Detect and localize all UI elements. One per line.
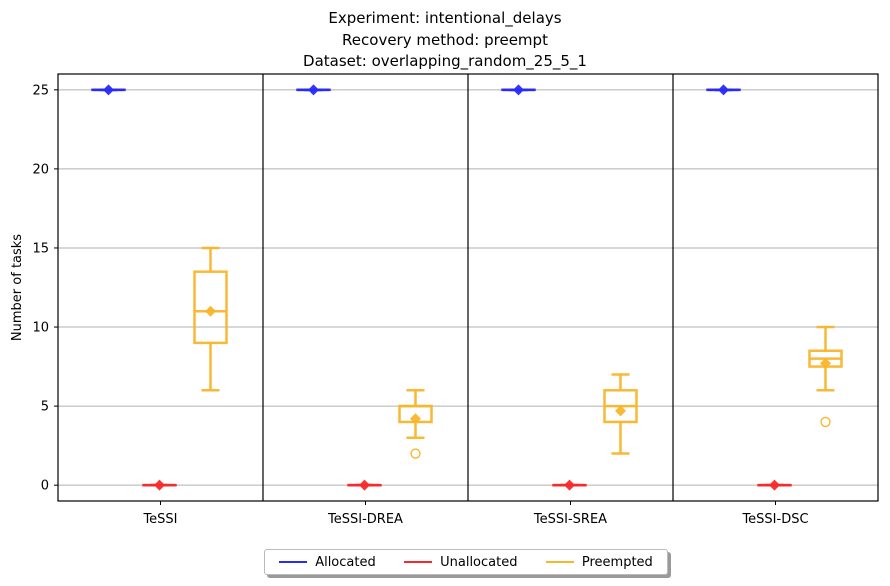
x-tick-label: TeSSI-DREA [327, 512, 403, 527]
legend-item-allocated: Allocated [279, 555, 376, 570]
legend-item-unallocated: Unallocated [404, 555, 517, 570]
mean-marker-preempted-tessi-srea [615, 405, 626, 417]
legend-label-preempted: Preempted [581, 554, 653, 570]
y-axis-label: Number of tasks [10, 234, 25, 341]
mean-marker-unallocated-tessi-drea [359, 479, 370, 491]
x-tick-label: TeSSI-SREA [533, 512, 607, 527]
legend-swatch-unallocated [404, 561, 433, 563]
x-tick-label: TeSSI [142, 512, 177, 527]
y-tick-label: 25 [32, 83, 49, 98]
legend-item-preempted: Preempted [545, 554, 653, 570]
chart-legend: Allocated Unallocated Preempted [264, 549, 668, 575]
y-tick-label: 5 [41, 400, 49, 415]
chart-title-line-3: Dataset: overlapping_random_25_5_1 [303, 52, 587, 70]
legend-label-unallocated: Unallocated [440, 554, 518, 570]
box-plot-chart: 0 5 10 15 20 25 Number of tasks TeSSI TeSSI-DREA… [10, 73, 879, 527]
chart-title-line-1: Experiment: intentional_delays [328, 9, 562, 27]
box-preempted-tessi [193, 270, 228, 345]
plot-frame [57, 73, 879, 502]
legend-swatch-preempted [545, 561, 574, 563]
x-tick-label: TeSSI-DSC [741, 512, 808, 527]
outlier-preempted-tessi-dsc [820, 416, 831, 428]
legend-label-allocated: Allocated [315, 554, 376, 570]
outlier-preempted-tessi-drea [410, 448, 421, 459]
mean-marker-preempted-tessi-dsc [820, 357, 831, 369]
mean-marker-unallocated-tessi [154, 479, 165, 491]
mean-marker-allocated-tessi-srea [513, 84, 524, 96]
chart-title-line-2: Recovery method: preempt [342, 31, 548, 49]
y-tick-label: 15 [32, 241, 49, 256]
mean-marker-allocated-tessi [103, 84, 114, 96]
mean-marker-preempted-tessi [205, 305, 216, 317]
y-tick-label: 0 [41, 479, 49, 494]
mean-marker-unallocated-tessi-srea [564, 479, 575, 491]
y-tick-label: 20 [32, 162, 49, 177]
y-tick-label: 10 [32, 321, 49, 336]
mean-marker-allocated-tessi-dsc [718, 84, 729, 96]
mean-marker-unallocated-tessi-dsc [769, 479, 780, 491]
legend-swatch-allocated [279, 561, 308, 563]
mean-marker-allocated-tessi-drea [308, 84, 319, 96]
mean-marker-preempted-tessi-drea [410, 413, 421, 425]
